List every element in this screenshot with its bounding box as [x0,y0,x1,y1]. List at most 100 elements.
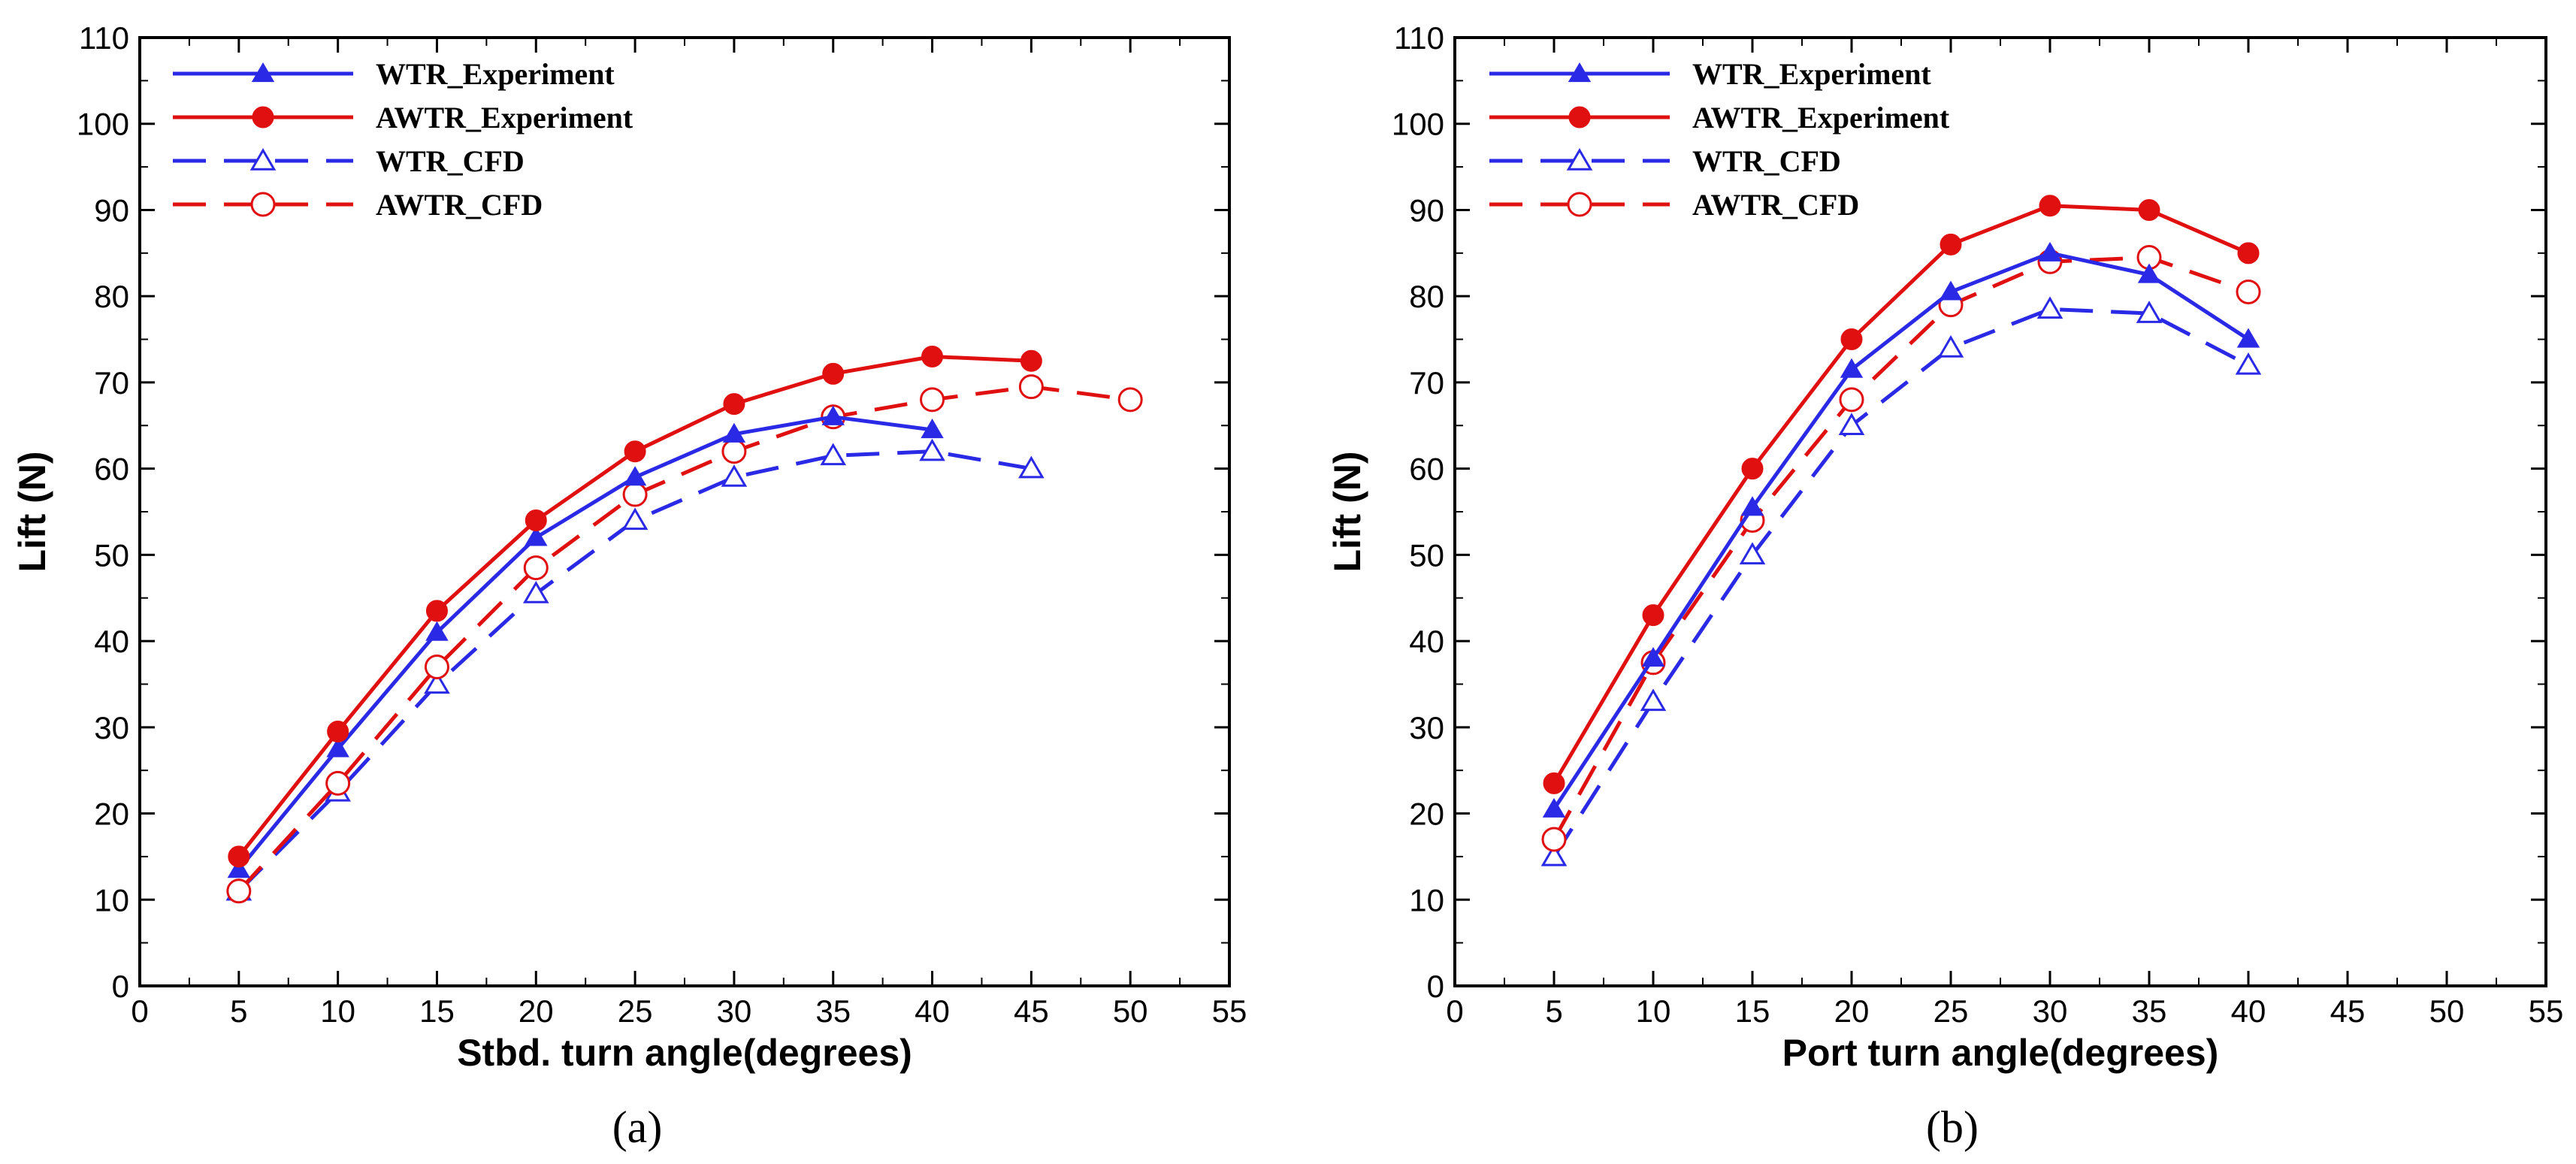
x-axis-title: Stbd. turn angle(degrees) [457,1032,912,1074]
legend: WTR_Experiment AWTR_Experiment WTR_CFD AWTR… [1489,57,1950,222]
x-tick-label: 35 [2132,993,2167,1029]
data-point [425,600,448,622]
series-wtr-cfd [225,438,1045,901]
data-point [424,655,449,680]
data-point [622,482,648,507]
data-point [2235,352,2262,375]
y-axis-title: Lift (N) [1326,451,1368,572]
data-point [1839,387,1864,413]
legend-label: AWTR_Experiment [1692,101,1950,135]
chart-panel-a: 0 5 10 15 20 25 30 35 40 45 50 55 0 10 20 30 40 50 60 70 80 9… [11,20,1247,1152]
series-wtr-experiment [227,405,944,878]
series-line [237,355,1032,858]
series-line [1552,204,2249,785]
y-tick-label: 50 [94,537,129,573]
x-tick-label: 55 [1212,993,1247,1029]
y-tick-label: 90 [94,192,129,228]
data-point [1642,604,1664,627]
data-point [1020,349,1042,372]
plot-frame [1453,36,2547,987]
data-point [523,555,549,581]
y-tick-label: 60 [94,452,129,487]
data-point [1741,458,1764,480]
y-tick-label: 70 [1409,365,1444,401]
y-tick-label: 100 [77,107,129,142]
legend-label: AWTR_Experiment [376,101,633,135]
series-wtr-experiment [1542,241,2260,818]
data-point [2237,242,2260,265]
data-point [821,405,845,425]
data-point [425,621,449,641]
panel-caption: (b) [1926,1102,1979,1152]
data-point [2136,301,2163,323]
y-tick-label: 40 [1409,624,1444,659]
y-tick-label: 110 [1394,20,1444,56]
x-tick-label: 50 [2429,993,2465,1029]
x-tick-label: 25 [1934,993,1969,1029]
x-tick-label: 55 [2529,993,2564,1029]
data-point [820,443,847,466]
y-tick-label: 80 [94,279,129,314]
data-point [325,770,351,796]
legend: WTR_Experiment AWTR_Experiment WTR_CFD AWTR… [173,57,633,222]
series-awtr-experiment [228,345,1042,868]
data-point [1740,496,1764,516]
data-point [721,464,748,487]
legend-marker [1568,62,1592,83]
data-point [1939,280,1963,301]
y-tick-label: 90 [1409,192,1444,228]
legend-marker [1568,106,1591,128]
x-tick-label: 20 [1834,993,1870,1029]
legend-marker [1566,148,1593,171]
series-awtr-experiment [1543,195,2260,794]
data-point [920,387,945,413]
x-tick-label: 50 [1113,993,1148,1029]
x-tick-label: 5 [230,993,247,1029]
x-tick-label: 45 [2330,993,2366,1029]
data-point [1018,455,1045,479]
data-point [1543,772,1565,794]
data-point [226,878,252,904]
x-tick-label: 10 [1636,993,1671,1029]
y-tick-label: 30 [1409,710,1444,745]
y-tick-label: 30 [94,710,129,745]
y-tick-label: 10 [1409,882,1444,918]
data-point [919,438,945,461]
x-axis-title: Port turn angle(degrees) [1782,1032,2219,1074]
series-wtr-cfd [1540,296,2262,866]
series-line [1552,251,2250,811]
plot-frame [138,36,1231,987]
y-axis-title: Lift (N) [11,451,53,572]
legend-label: AWTR_CFD [376,188,543,222]
data-point [327,721,349,743]
y-tick-label: 60 [1409,452,1444,487]
legend-label: AWTR_CFD [1692,188,1859,222]
legend-marker [252,106,274,128]
chart-panel-b: 0 5 10 15 20 25 30 35 40 45 50 55 0 10 20 30 40 50 60 70 80 9… [1326,20,2563,1152]
data-point [228,845,250,868]
data-point [721,439,747,464]
y-tick-label: 110 [79,20,129,56]
data-point [1840,328,1863,351]
legend-marker [1567,192,1592,217]
data-point [2039,195,2061,217]
legend-label: WTR_Experiment [1692,57,1931,91]
data-point [525,509,547,531]
data-point [1641,647,1665,667]
x-tick-label: 40 [915,993,950,1029]
x-tick-label: 20 [519,993,554,1029]
y-tick-label: 50 [1409,537,1444,573]
x-tick-label: 10 [320,993,355,1029]
y-tick-label: 0 [1427,969,1444,1004]
series-awtr-cfd [1541,245,2261,852]
data-point [624,440,646,463]
x-tick-label: 30 [2033,993,2068,1029]
y-tick-label: 80 [1409,279,1444,314]
x-tick-label: 35 [815,993,851,1029]
legend-marker [249,148,277,171]
legend-marker [251,62,275,83]
x-tick-label: 15 [1735,993,1770,1029]
data-point [1018,374,1044,400]
data-point [1541,827,1567,852]
